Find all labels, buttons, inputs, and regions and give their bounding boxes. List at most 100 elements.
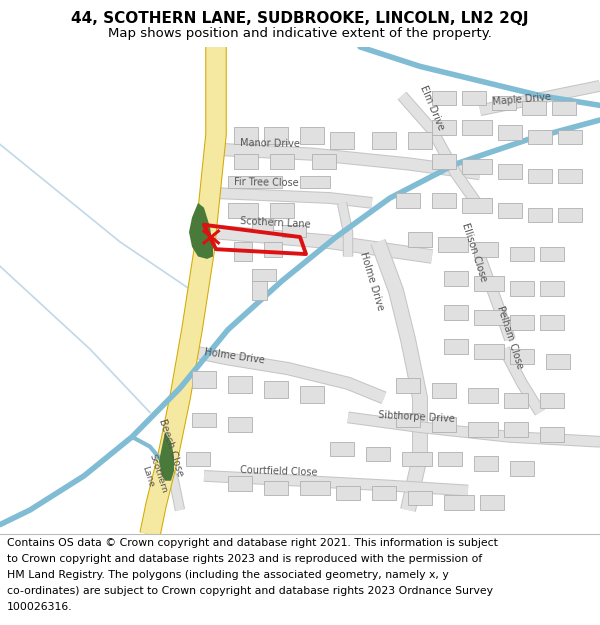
Bar [498,203,522,217]
Text: Contains OS data © Crown copyright and database right 2021. This information is : Contains OS data © Crown copyright and d… [7,538,498,548]
Bar [546,354,570,369]
Bar [408,491,432,505]
Text: 100026316.: 100026316. [7,602,73,612]
Bar [300,176,330,188]
Bar [372,132,396,149]
Text: Holme Drive: Holme Drive [204,348,266,366]
Text: Fir Tree Close: Fir Tree Close [234,177,299,187]
Text: Beech Close: Beech Close [157,418,185,478]
Text: Pelham Close: Pelham Close [495,305,525,371]
Bar [444,305,468,320]
Bar [504,393,528,408]
Bar [336,486,360,500]
Bar [408,132,432,149]
Bar [228,176,282,188]
Bar [228,418,252,432]
Bar [396,412,420,427]
Bar [228,203,258,217]
Text: Sibthorpe Drive: Sibthorpe Drive [378,410,455,424]
Bar [522,101,546,115]
Bar [408,232,432,247]
Bar [468,422,498,437]
Bar [330,442,354,456]
Bar [540,315,564,329]
Bar [432,91,456,106]
Bar [192,412,216,427]
Bar [300,481,330,496]
Bar [444,496,474,510]
Bar [192,371,216,388]
Bar [234,154,258,169]
Bar [264,481,288,496]
Bar [510,281,534,296]
Bar [300,127,324,144]
Bar [474,242,498,256]
Bar [252,281,267,301]
Bar [528,208,552,222]
Bar [234,127,258,144]
Bar [252,269,276,281]
Text: co-ordinates) are subject to Crown copyright and database rights 2023 Ordnance S: co-ordinates) are subject to Crown copyr… [7,586,493,596]
Bar [474,456,498,471]
Bar [432,383,456,398]
Bar [228,476,252,491]
Bar [510,349,534,364]
Bar [264,242,282,256]
Bar [438,237,468,252]
Bar [252,217,273,232]
Bar [432,154,456,169]
Bar [396,193,420,208]
Bar [462,91,486,106]
Bar [462,159,492,174]
Bar [228,376,252,393]
Bar [558,130,582,144]
Bar [474,310,504,325]
Bar [402,451,432,466]
Text: Holme Drive: Holme Drive [358,251,386,312]
Bar [540,281,564,296]
Bar [372,486,396,500]
Bar [462,198,492,212]
Text: Scothern Lane: Scothern Lane [240,216,311,229]
Bar [504,422,528,437]
Text: 44, SCOTHERN LANE, SUDBROOKE, LINCOLN, LN2 2QJ: 44, SCOTHERN LANE, SUDBROOKE, LINCOLN, L… [71,11,529,26]
Text: Manor Drive: Manor Drive [240,138,300,149]
Bar [432,120,456,134]
Bar [270,203,294,217]
Bar [474,276,504,291]
Polygon shape [189,203,213,259]
Bar [300,386,324,402]
Bar [432,418,456,432]
Bar [498,125,522,139]
Text: HM Land Registry. The polygons (including the associated geometry, namely x, y: HM Land Registry. The polygons (includin… [7,570,449,580]
Polygon shape [159,432,174,481]
Bar [270,154,294,169]
Bar [462,120,492,134]
Bar [444,271,468,286]
Bar [552,101,576,115]
Bar [282,225,306,237]
Bar [186,451,210,466]
Bar [498,164,522,179]
Text: Map shows position and indicative extent of the property.: Map shows position and indicative extent… [108,27,492,40]
Bar [444,339,468,354]
Bar [234,242,252,261]
Text: to Crown copyright and database rights 2023 and is reproduced with the permissio: to Crown copyright and database rights 2… [7,554,482,564]
Bar [264,381,288,398]
Bar [528,130,552,144]
Bar [474,344,504,359]
Bar [540,393,564,408]
Bar [558,208,582,222]
Text: Maple Drive: Maple Drive [492,92,551,108]
Text: Courtfield Close: Courtfield Close [240,465,317,478]
Bar [558,169,582,183]
Bar [510,315,534,329]
Bar [468,388,498,402]
Bar [366,447,390,461]
Bar [480,496,504,510]
Bar [330,132,354,149]
Text: Scothern
Lane: Scothern Lane [137,452,169,498]
Bar [492,96,516,110]
Bar [528,169,552,183]
Bar [510,461,534,476]
